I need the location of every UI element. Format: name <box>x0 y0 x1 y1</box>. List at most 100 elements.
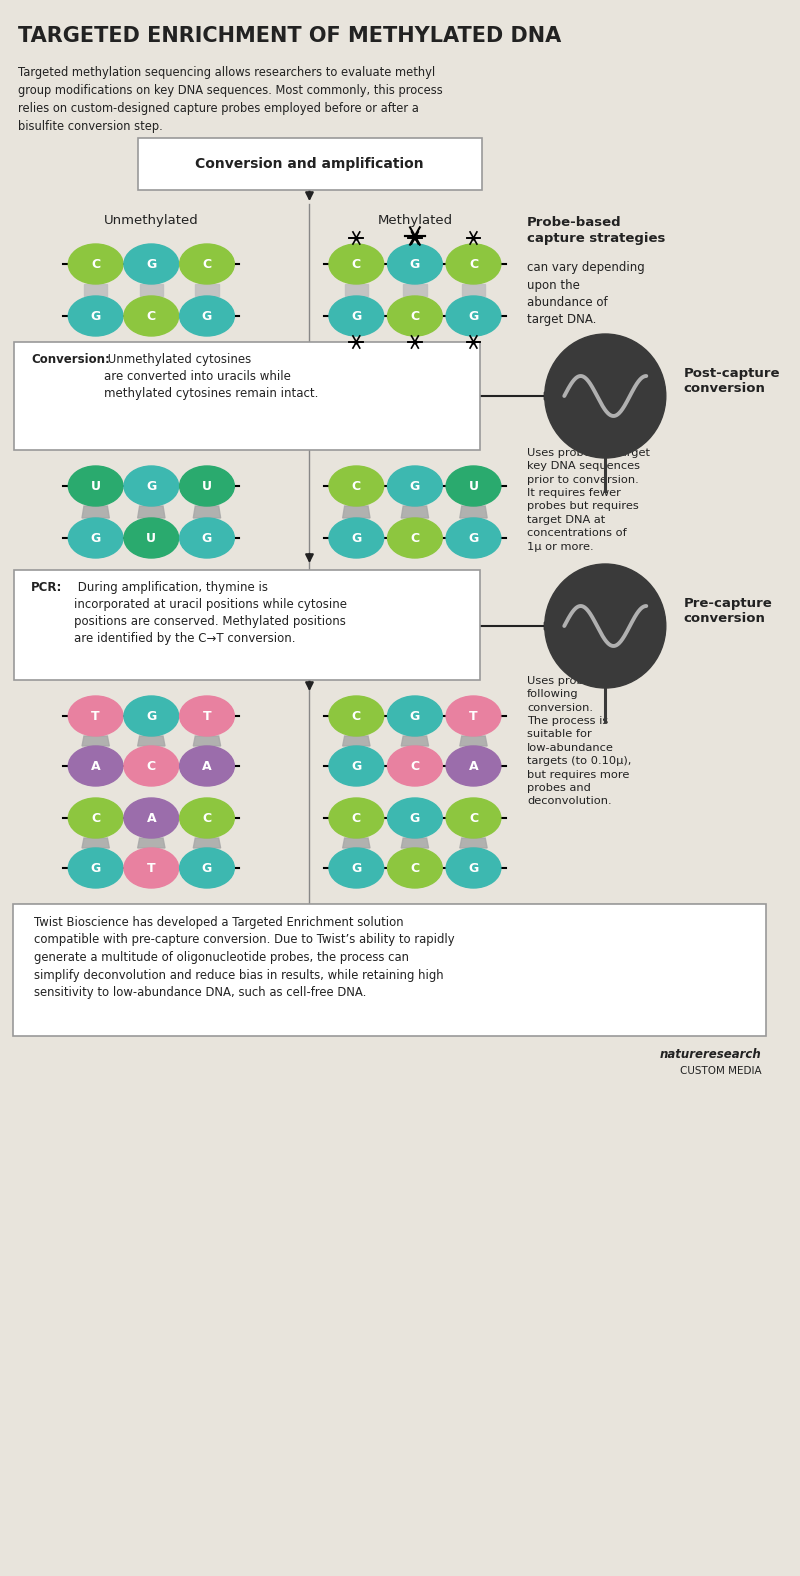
Ellipse shape <box>446 848 501 887</box>
Ellipse shape <box>68 296 123 336</box>
Text: G: G <box>410 479 420 492</box>
Text: A: A <box>469 760 478 772</box>
Text: C: C <box>202 257 211 271</box>
Polygon shape <box>402 838 429 848</box>
Ellipse shape <box>329 797 384 838</box>
Text: G: G <box>410 709 420 722</box>
Ellipse shape <box>446 466 501 506</box>
Polygon shape <box>402 506 429 519</box>
Ellipse shape <box>180 296 234 336</box>
Text: G: G <box>410 257 420 271</box>
Text: C: C <box>91 812 100 824</box>
Ellipse shape <box>180 697 234 736</box>
Text: Pre-capture
conversion: Pre-capture conversion <box>683 596 772 626</box>
Ellipse shape <box>124 797 178 838</box>
Text: Methylated: Methylated <box>378 214 453 227</box>
Ellipse shape <box>124 296 178 336</box>
Text: G: G <box>146 257 157 271</box>
Text: C: C <box>146 309 156 323</box>
Polygon shape <box>82 506 110 519</box>
Polygon shape <box>140 284 163 296</box>
Text: C: C <box>352 812 361 824</box>
Text: A: A <box>91 760 101 772</box>
Text: C: C <box>352 257 361 271</box>
Text: G: G <box>146 709 157 722</box>
Ellipse shape <box>329 244 384 284</box>
Text: G: G <box>202 309 212 323</box>
Ellipse shape <box>180 848 234 887</box>
Ellipse shape <box>124 466 178 506</box>
Polygon shape <box>460 838 487 848</box>
Circle shape <box>545 564 666 689</box>
Text: can vary depending
upon the
abundance of
target DNA.: can vary depending upon the abundance of… <box>527 262 645 326</box>
Ellipse shape <box>387 797 442 838</box>
Ellipse shape <box>446 519 501 558</box>
Ellipse shape <box>124 697 178 736</box>
Ellipse shape <box>68 244 123 284</box>
Text: C: C <box>410 309 419 323</box>
Ellipse shape <box>387 697 442 736</box>
Text: Conversion:: Conversion: <box>31 353 110 366</box>
Ellipse shape <box>387 519 442 558</box>
Ellipse shape <box>387 466 442 506</box>
Ellipse shape <box>446 296 501 336</box>
Text: C: C <box>469 812 478 824</box>
Polygon shape <box>462 284 485 296</box>
Text: T: T <box>91 709 100 722</box>
Ellipse shape <box>446 797 501 838</box>
Text: C: C <box>202 812 211 824</box>
Ellipse shape <box>329 745 384 786</box>
Text: Post-capture
conversion: Post-capture conversion <box>683 367 780 396</box>
Text: T: T <box>147 862 156 875</box>
Polygon shape <box>138 736 165 745</box>
Ellipse shape <box>387 848 442 887</box>
Text: T: T <box>202 709 211 722</box>
Text: CUSTOM MEDIA: CUSTOM MEDIA <box>680 1065 762 1076</box>
Text: U: U <box>90 479 101 492</box>
Ellipse shape <box>180 519 234 558</box>
Text: C: C <box>352 709 361 722</box>
Text: Targeted methylation sequencing allows researchers to evaluate methyl
group modi: Targeted methylation sequencing allows r… <box>18 66 442 132</box>
Polygon shape <box>460 736 487 745</box>
Text: A: A <box>202 760 212 772</box>
Text: Unmethylated: Unmethylated <box>104 214 198 227</box>
Ellipse shape <box>68 697 123 736</box>
Text: During amplification, thymine is
incorporated at uracil positions while cytosine: During amplification, thymine is incorpo… <box>74 582 347 645</box>
Polygon shape <box>194 736 221 745</box>
Ellipse shape <box>68 848 123 887</box>
Text: G: G <box>202 862 212 875</box>
Text: A: A <box>146 812 156 824</box>
Text: U: U <box>202 479 212 492</box>
Polygon shape <box>82 838 110 848</box>
Polygon shape <box>194 506 221 519</box>
Polygon shape <box>403 284 426 296</box>
Text: G: G <box>410 812 420 824</box>
Text: G: G <box>146 479 157 492</box>
Ellipse shape <box>446 244 501 284</box>
Polygon shape <box>194 838 221 848</box>
Ellipse shape <box>387 296 442 336</box>
FancyBboxPatch shape <box>14 342 480 451</box>
Ellipse shape <box>329 519 384 558</box>
Text: T: T <box>469 709 478 722</box>
Text: C: C <box>410 760 419 772</box>
Text: C: C <box>410 531 419 544</box>
Text: G: G <box>90 531 101 544</box>
Polygon shape <box>402 736 429 745</box>
Text: G: G <box>468 309 478 323</box>
FancyBboxPatch shape <box>13 905 766 1035</box>
Text: G: G <box>202 531 212 544</box>
Text: U: U <box>469 479 478 492</box>
Text: Uses probes
following
conversion.
The process is
suitable for
low-abundance
targ: Uses probes following conversion. The pr… <box>527 676 631 807</box>
Text: G: G <box>351 309 362 323</box>
Ellipse shape <box>68 797 123 838</box>
Text: C: C <box>469 257 478 271</box>
Ellipse shape <box>387 244 442 284</box>
Text: Conversion and amplification: Conversion and amplification <box>195 158 424 172</box>
Circle shape <box>545 334 666 459</box>
Polygon shape <box>342 736 370 745</box>
Text: U: U <box>146 531 156 544</box>
Text: C: C <box>410 862 419 875</box>
Ellipse shape <box>180 745 234 786</box>
Text: C: C <box>146 760 156 772</box>
